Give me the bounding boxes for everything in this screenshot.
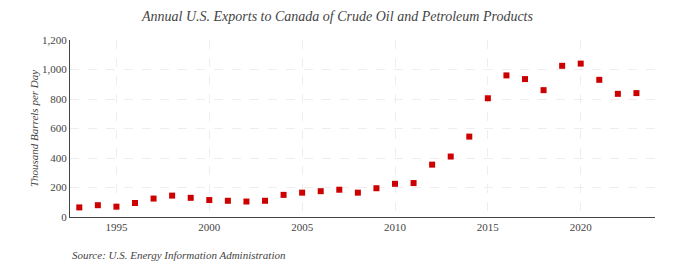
svg-text:1995: 1995 xyxy=(105,221,128,233)
svg-text:Source: U.S. Energy Informatio: Source: U.S. Energy Information Administ… xyxy=(72,249,286,261)
svg-text:1,000: 1,000 xyxy=(42,63,67,75)
svg-text:2005: 2005 xyxy=(291,221,314,233)
svg-text:Annual U.S. Exports to Canada: Annual U.S. Exports to Canada of Crude O… xyxy=(141,9,533,24)
svg-text:2000: 2000 xyxy=(198,221,221,233)
svg-text:400: 400 xyxy=(50,152,67,164)
svg-text:2010: 2010 xyxy=(384,221,407,233)
svg-text:600: 600 xyxy=(50,122,67,134)
svg-text:2015: 2015 xyxy=(477,221,500,233)
svg-text:1,200: 1,200 xyxy=(42,34,67,46)
svg-text:800: 800 xyxy=(50,93,67,105)
svg-text:2020: 2020 xyxy=(570,221,593,233)
svg-text:0: 0 xyxy=(61,211,67,223)
svg-text:200: 200 xyxy=(50,181,67,193)
svg-text:Thousand Barrels per Day: Thousand Barrels per Day xyxy=(28,70,40,187)
